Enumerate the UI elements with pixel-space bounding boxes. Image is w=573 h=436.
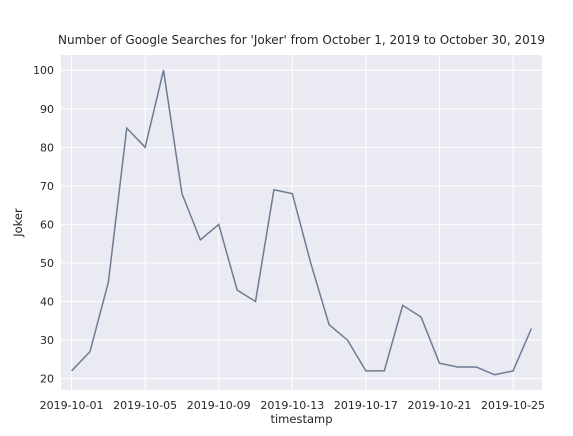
- y-tick-label: 50: [40, 257, 54, 270]
- x-tick-label: 2019-10-09: [187, 399, 251, 412]
- series-line-joker: [71, 70, 533, 376]
- y-tick-label: 20: [40, 373, 54, 386]
- grid-lines: [61, 55, 542, 390]
- x-tick-label: 2019-10-01: [40, 399, 104, 412]
- plot-area: [61, 55, 542, 390]
- y-tick-label: 70: [40, 180, 54, 193]
- y-tick-label: 100: [33, 64, 54, 77]
- y-tick-label: 80: [40, 141, 54, 154]
- chart-title: Number of Google Searches for 'Joker' fr…: [58, 33, 545, 47]
- x-tick-label: 2019-10-05: [113, 399, 177, 412]
- tick-labels: 20 30 40 50 60 70 80 90 100 2019-10-01 2019-10-05 2…: [33, 64, 545, 412]
- x-tick-label: 2019-10-25: [481, 399, 545, 412]
- y-tick-label: 90: [40, 103, 54, 116]
- y-tick-label: 30: [40, 334, 54, 347]
- x-tick-label: 2019-10-13: [260, 399, 324, 412]
- y-tick-label: 40: [40, 296, 54, 309]
- y-tick-label: 60: [40, 218, 54, 231]
- x-tick-label: 2019-10-17: [334, 399, 398, 412]
- y-axis-label: Joker: [11, 208, 25, 238]
- x-axis-label: timestamp: [270, 412, 332, 426]
- x-tick-label: 2019-10-21: [407, 399, 471, 412]
